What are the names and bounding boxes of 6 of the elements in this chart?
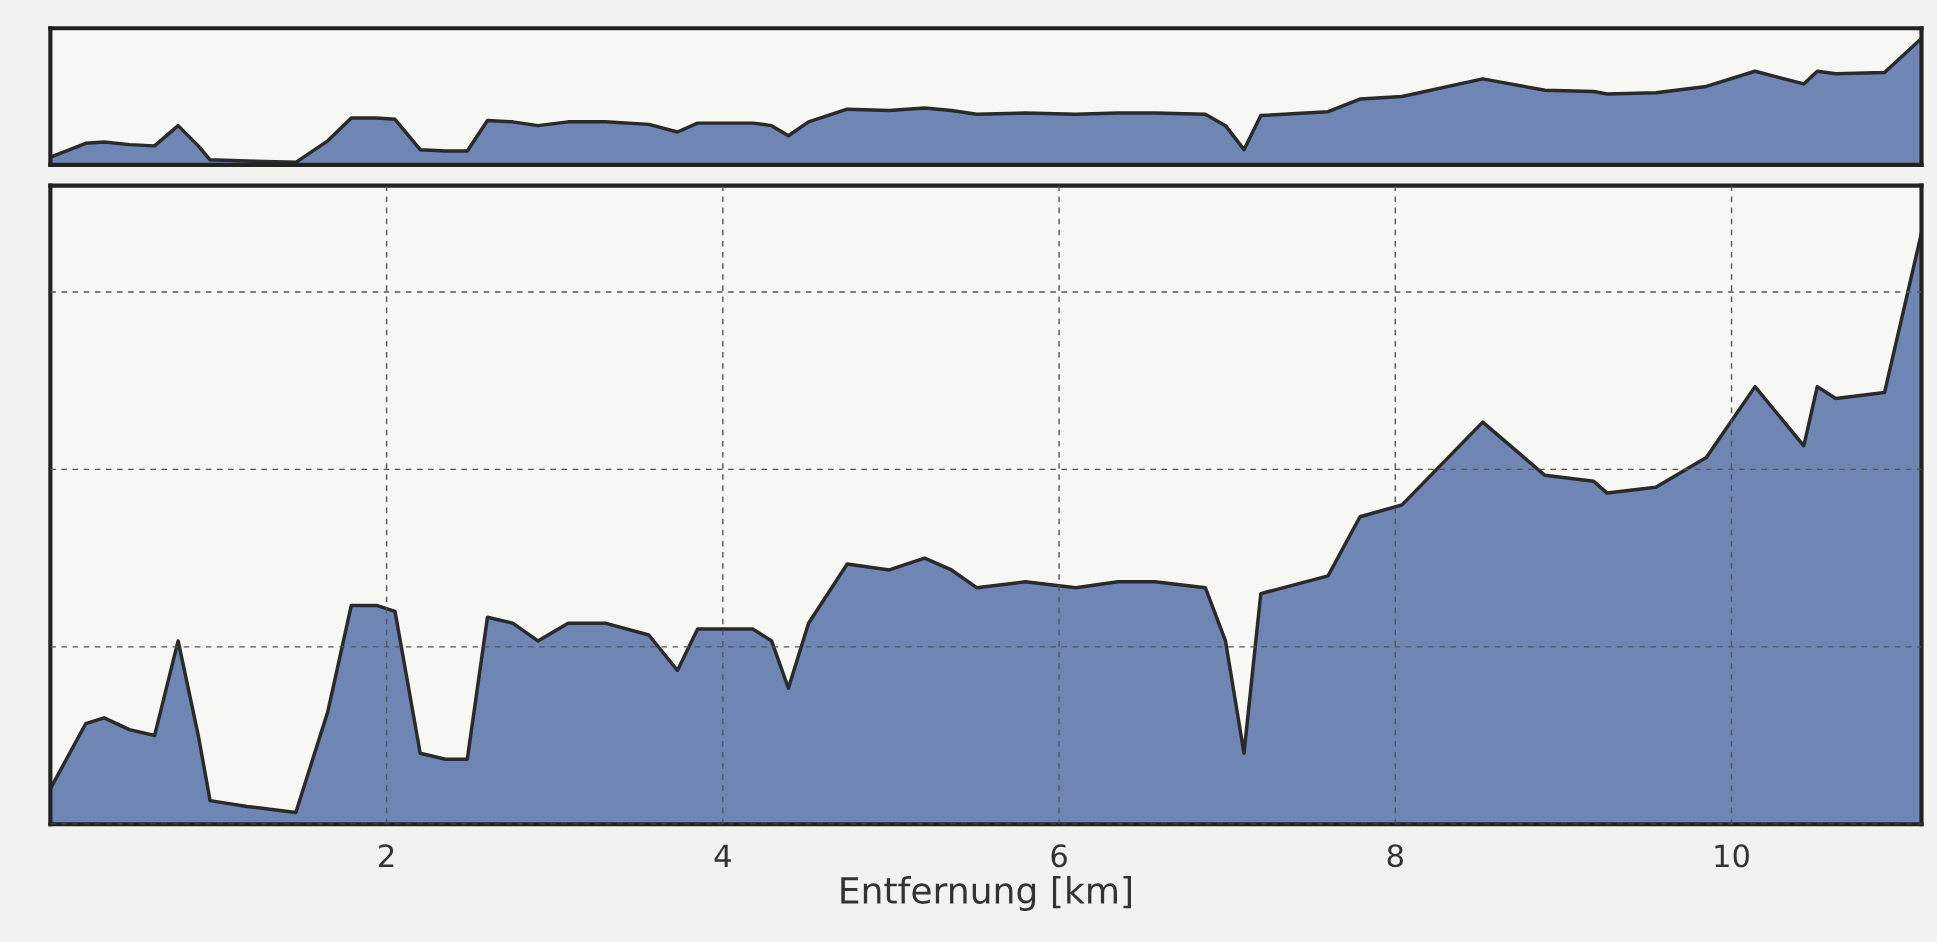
x-tick-label: 10 <box>1715 844 1749 868</box>
x-tick-label: 4 <box>714 844 731 867</box>
x-tick-label: 2 <box>379 844 394 867</box>
x-tick-label: 6 <box>1051 844 1067 868</box>
x-axis-title: Entfernung [km] <box>841 876 1131 911</box>
x-tick-label: 8 <box>1387 844 1403 868</box>
